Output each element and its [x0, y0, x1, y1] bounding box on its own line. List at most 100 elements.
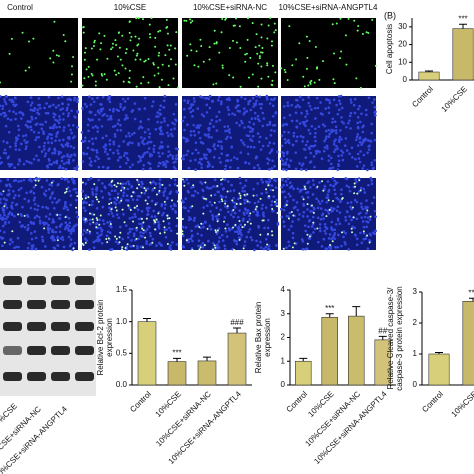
- nucleus: [73, 224, 77, 228]
- nucleus: [256, 244, 260, 247]
- nucleus: [292, 131, 296, 135]
- nucleus: [128, 165, 132, 169]
- nucleus: [183, 107, 186, 111]
- tunel-dot: [260, 77, 263, 80]
- nucleus: [92, 100, 96, 104]
- tunel-dot: [159, 232, 162, 235]
- nucleus: [333, 179, 337, 183]
- nucleus: [268, 122, 272, 126]
- nucleus: [372, 196, 376, 199]
- tunel-dot: [84, 47, 87, 50]
- nucleus: [353, 97, 357, 101]
- tunel-dot: [134, 58, 137, 61]
- blot-band: [27, 300, 46, 309]
- tunel-dot: [129, 208, 132, 211]
- nucleus: [284, 195, 287, 199]
- blot-band: [27, 346, 46, 355]
- tunel-dot: [52, 49, 55, 52]
- nucleus: [32, 130, 36, 134]
- nucleus: [257, 200, 260, 204]
- nucleus: [95, 188, 98, 191]
- tunel-dot: [91, 74, 94, 77]
- nucleus: [38, 219, 42, 223]
- nucleus: [183, 116, 186, 119]
- nucleus: [145, 240, 148, 243]
- nucleus: [131, 109, 135, 112]
- tunel-dot: [221, 17, 224, 20]
- nucleus: [67, 161, 71, 165]
- nucleus: [171, 154, 175, 158]
- tunel-dot: [153, 219, 156, 222]
- nucleus: [44, 120, 48, 124]
- nucleus: [112, 110, 115, 113]
- nucleus: [207, 133, 210, 136]
- nucleus: [62, 129, 65, 132]
- nucleus: [82, 216, 86, 220]
- tunel-dot: [215, 231, 218, 234]
- nucleus: [287, 141, 291, 145]
- nucleus: [41, 205, 44, 209]
- nucleus: [234, 106, 238, 109]
- tunel-dot: [157, 72, 160, 75]
- tunel-dot: [206, 227, 209, 230]
- nucleus: [58, 230, 62, 234]
- nucleus: [143, 130, 147, 134]
- nucleus: [334, 245, 337, 249]
- tunel-dot: [146, 202, 149, 205]
- nucleus: [258, 102, 261, 106]
- nucleus: [37, 97, 41, 100]
- nucleus: [287, 240, 290, 244]
- nucleus: [374, 110, 377, 114]
- nucleus: [282, 105, 286, 108]
- nucleus: [228, 98, 231, 102]
- nucleus: [88, 232, 92, 235]
- nucleus: [120, 197, 123, 201]
- nucleus: [47, 157, 51, 161]
- tunel-dot: [153, 187, 156, 190]
- nucleus: [60, 156, 64, 159]
- nucleus: [46, 166, 50, 169]
- nucleus: [344, 219, 348, 222]
- nucleus: [217, 98, 220, 102]
- nucleus: [323, 139, 326, 143]
- tunel-dot: [216, 220, 219, 223]
- tunel-dot: [105, 78, 108, 81]
- nucleus: [105, 234, 109, 238]
- tunel-dot: [269, 17, 272, 20]
- tunel-dot: [83, 51, 86, 54]
- nucleus: [122, 154, 126, 157]
- nucleus: [211, 165, 215, 169]
- nucleus: [35, 154, 38, 158]
- nucleus: [84, 237, 87, 241]
- tunel-dot: [339, 57, 342, 60]
- nucleus: [206, 147, 210, 151]
- nucleus: [81, 107, 84, 110]
- bar: [167, 361, 187, 386]
- tunel-dot: [142, 246, 145, 249]
- nucleus: [295, 201, 299, 204]
- tunel-dot: [251, 22, 254, 25]
- tunel-dot: [34, 184, 37, 187]
- nucleus: [72, 159, 75, 162]
- nucleus: [94, 113, 97, 117]
- tunel-dot: [351, 206, 354, 209]
- blot-band: [75, 322, 94, 331]
- nucleus: [96, 231, 99, 235]
- nucleus: [133, 102, 137, 105]
- nucleus: [52, 115, 56, 119]
- nucleus: [163, 228, 166, 232]
- nucleus: [350, 207, 353, 211]
- nucleus: [126, 97, 130, 100]
- nucleus: [55, 132, 59, 136]
- nucleus: [137, 160, 140, 164]
- nucleus: [187, 182, 190, 185]
- y-tick-label: 0: [413, 380, 418, 389]
- tunel-dot: [134, 35, 137, 38]
- nucleus: [66, 142, 70, 145]
- nucleus: [48, 196, 52, 200]
- nucleus: [40, 127, 44, 131]
- tunel-dot: [308, 40, 311, 43]
- nucleus: [190, 229, 193, 233]
- nucleus: [29, 96, 33, 99]
- nucleus: [264, 245, 268, 249]
